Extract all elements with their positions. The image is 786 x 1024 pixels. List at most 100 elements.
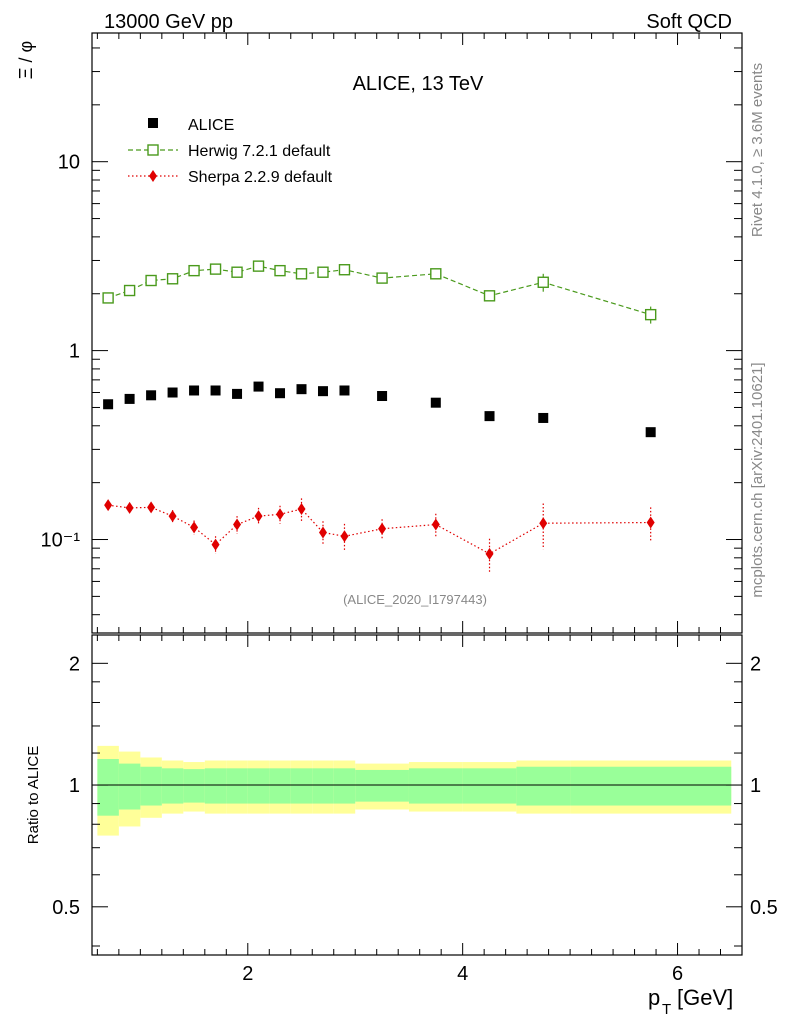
herwig-point (483, 290, 496, 302)
y-tick-label: 1 (69, 341, 80, 363)
sherpa-point (378, 522, 387, 535)
alice-point (538, 412, 549, 423)
ratio-bands (97, 745, 732, 836)
herwig-point (376, 272, 388, 284)
plot-title: ALICE, 13 TeV (353, 73, 484, 95)
sherpa-point (190, 521, 199, 534)
alice-point (275, 388, 286, 399)
sherpa-point (168, 510, 177, 523)
x-axis-ticks: 2 4 6 (96, 33, 743, 985)
sherpa-point (147, 501, 156, 514)
alice-point (430, 397, 441, 408)
herwig-point (317, 266, 329, 278)
ratio-tick-label-right: 1 (750, 775, 761, 797)
ratio-band-inner-bin (140, 766, 162, 806)
x-tick-label: 2 (242, 963, 253, 985)
herwig-point (338, 264, 351, 276)
ratio-band-inner-bin (97, 758, 119, 816)
ratio-band-inner-bin (204, 768, 227, 804)
alice-point (146, 390, 157, 401)
herwig-point (102, 292, 114, 304)
x-axis-label-main: p (648, 985, 660, 1010)
sherpa-point (646, 516, 655, 529)
ratio-y-axis-label: Ratio to ALICE (25, 746, 42, 844)
alice-point (124, 393, 135, 404)
analysis-label: (ALICE_2020_I1797443) (343, 592, 487, 607)
alice-point (232, 388, 243, 399)
alice-point (296, 384, 307, 395)
alice-point (210, 385, 221, 396)
legend-label-alice: ALICE (188, 117, 234, 134)
series-herwig (102, 260, 657, 324)
ratio-band-inner-bin (570, 766, 732, 806)
y-axis-label: Ξ / φ (16, 41, 36, 79)
ratio-plot-frame (91, 634, 743, 956)
ratio-y-axis-ticks: 0.5 0.5 1 1 2 2 (52, 653, 778, 947)
ratio-band-inner-bin (355, 769, 409, 802)
ratio-band-inner-bin (161, 768, 184, 804)
x-tick-label: 6 (672, 963, 683, 985)
herwig-point (252, 260, 265, 272)
alice-point (253, 381, 264, 392)
y-tick-label: 10 (58, 152, 80, 174)
alice-point (339, 385, 350, 396)
sherpa-point (211, 538, 220, 551)
alice-point (484, 411, 495, 422)
y-axis-ticks: 1 10 10⁻¹ (41, 47, 742, 616)
ratio-band-inner-bin (312, 768, 334, 804)
ratio-band-inner-bin (290, 768, 313, 804)
sherpa-point (254, 510, 263, 523)
sherpa-point (104, 499, 113, 512)
sherpa-point (318, 526, 327, 539)
rivet-label: Rivet 4.1.0, ≥ 3.6M events (749, 63, 766, 237)
herwig-point (145, 274, 157, 287)
alice-point (189, 385, 200, 396)
ratio-tick-label-right: 0.5 (750, 897, 778, 919)
ratio-band-inner-bin (462, 768, 517, 804)
header-left: 13000 GeV pp (104, 11, 233, 33)
alice-point (103, 399, 114, 410)
x-axis-label-unit: [GeV] (677, 985, 733, 1010)
alice-point (167, 387, 178, 398)
sherpa-point (539, 517, 548, 530)
ratio-band-inner-bin (247, 768, 270, 804)
alice-point (317, 386, 328, 397)
legend-marker-sherpa (149, 170, 157, 182)
sherpa-point (233, 518, 242, 531)
ratio-band-inner-bin (118, 763, 141, 810)
legend-label-herwig: Herwig 7.2.1 default (188, 143, 331, 160)
herwig-point (430, 268, 442, 280)
legend-marker-herwig (147, 144, 159, 156)
mcplots-label: mcplots.cern.ch [arXiv:2401.10621] (749, 362, 766, 597)
sherpa-point (297, 503, 306, 516)
alice-point (377, 391, 388, 402)
herwig-point (231, 266, 243, 278)
series-alice (103, 381, 656, 438)
herwig-point (295, 268, 308, 280)
legend-marker-alice (148, 118, 158, 128)
herwig-point (537, 276, 549, 288)
sherpa-point (125, 501, 134, 514)
ratio-tick-label-left: 1 (69, 775, 80, 797)
herwig-point (274, 264, 286, 277)
legend-label-sherpa: Sherpa 2.2.9 default (188, 169, 333, 186)
series-sherpa (104, 498, 655, 573)
ratio-band-inner-bin (333, 768, 356, 804)
ratio-band-inner-bin (183, 769, 205, 803)
herwig-point (209, 263, 222, 275)
ratio-band-inner-bin (226, 768, 248, 804)
legend: ALICE Herwig 7.2.1 default Sherpa 2.2.9 … (128, 117, 333, 186)
header-right: Soft QCD (646, 11, 732, 33)
x-tick-label: 4 (457, 963, 468, 985)
y-tick-label: 10⁻¹ (41, 530, 81, 552)
main-plot-frame (91, 32, 743, 634)
ratio-band-inner-bin (269, 768, 291, 804)
x-axis-label-sub: T (662, 1001, 671, 1018)
sherpa-point (276, 508, 285, 521)
herwig-point (188, 264, 200, 277)
ratio-band-inner-bin (408, 768, 463, 804)
sherpa-point (485, 547, 494, 560)
x-axis-label: p T [GeV] (648, 985, 733, 1018)
herwig-point (644, 308, 657, 321)
